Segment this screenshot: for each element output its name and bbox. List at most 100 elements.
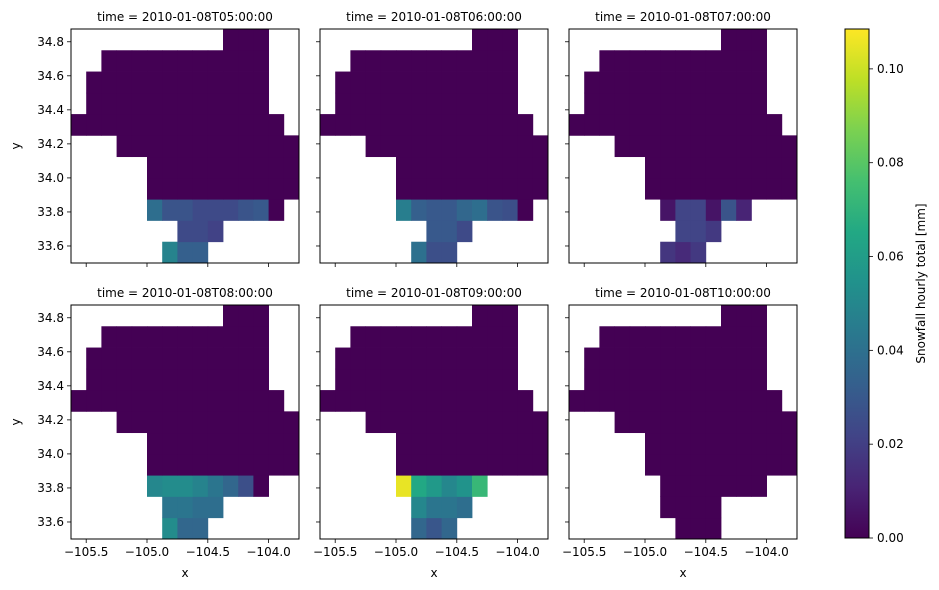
heatmap-cell xyxy=(781,156,798,179)
colorbar-tick-label: 0.00 xyxy=(877,531,904,545)
heatmap-cell xyxy=(751,71,767,94)
heatmap-cell xyxy=(238,135,254,158)
heatmap-cell xyxy=(238,368,254,391)
heatmap-cell xyxy=(268,156,285,179)
heatmap-cell xyxy=(584,347,600,370)
heatmap-cell xyxy=(781,177,798,200)
heatmap-cell xyxy=(177,326,193,348)
heatmap-cell xyxy=(350,368,366,391)
heatmap-cell xyxy=(253,432,269,455)
heatmap-cell xyxy=(350,50,366,72)
heatmap-cell xyxy=(441,156,458,179)
heatmap-cell xyxy=(517,177,534,200)
panel-4: time = 2010-01-08T09:00:00 −105.5 −105.0−… xyxy=(313,286,549,559)
heatmap-cell xyxy=(116,50,133,72)
heatmap-cell xyxy=(131,71,148,94)
heatmap-cell xyxy=(736,177,752,200)
heatmap-cell xyxy=(86,114,102,136)
heatmap-cell xyxy=(736,475,752,497)
heatmap-cell xyxy=(365,326,382,348)
colorbar-gradient xyxy=(844,28,870,539)
heatmap-cell xyxy=(705,92,722,115)
heatmap-cell xyxy=(751,432,767,455)
x-axis-label: x xyxy=(679,566,686,580)
heatmap-cell xyxy=(660,241,676,264)
heatmap-cell xyxy=(116,390,133,412)
heatmap-cell xyxy=(517,156,534,179)
heatmap-cell xyxy=(705,390,722,412)
heatmap-cell xyxy=(690,92,707,115)
heatmap-cell xyxy=(456,156,473,179)
heatmap-cell xyxy=(365,50,382,72)
heatmap-cell xyxy=(675,92,691,115)
heatmap-cell xyxy=(426,347,442,370)
heatmap-cell xyxy=(502,71,518,94)
heatmap-cell xyxy=(456,368,473,391)
heatmap-cell xyxy=(223,29,239,51)
heatmap-cell xyxy=(456,114,473,136)
heatmap-cell xyxy=(223,156,239,179)
x-axis-ticks: −105.5 −105.0 −104.5 −104.0 xyxy=(313,539,540,559)
heatmap-cell xyxy=(426,50,442,72)
heatmap-cell xyxy=(411,92,427,115)
heatmap-cell xyxy=(751,411,767,434)
heatmap-cell xyxy=(116,347,133,370)
heatmap-cell xyxy=(147,453,163,476)
heatmap-cell xyxy=(660,390,676,412)
heatmap-cell xyxy=(441,71,458,94)
panel-title: time = 2010-01-08T05:00:00 xyxy=(97,10,273,24)
heatmap-cell xyxy=(192,71,209,94)
heatmap-cell xyxy=(584,368,600,391)
heatmap-cell xyxy=(380,135,397,158)
heatmap-cell xyxy=(690,177,707,200)
heatmap-cell xyxy=(532,156,549,179)
y-tick-label: 33.8 xyxy=(37,205,64,219)
heatmap-cell xyxy=(502,156,518,179)
heatmap-cell xyxy=(223,368,239,391)
heatmap-cell xyxy=(147,50,163,72)
heatmap-cell xyxy=(675,50,691,72)
heatmap-cell xyxy=(192,177,209,200)
heatmap-cell xyxy=(766,453,783,476)
heatmap-cell xyxy=(736,390,752,412)
heatmap-cell xyxy=(162,517,178,540)
heatmap-cell xyxy=(690,475,707,497)
heatmap-cell xyxy=(736,50,752,72)
heatmap-cell xyxy=(350,114,366,136)
heatmap-cell xyxy=(584,71,600,94)
heatmap-cell xyxy=(736,432,752,455)
heatmap-cell xyxy=(283,432,300,455)
y-tick-label: 34.2 xyxy=(37,137,64,151)
heatmap-cell xyxy=(162,475,178,497)
heatmap-cell xyxy=(472,135,488,158)
panel-frame xyxy=(568,28,798,264)
y-axis-ticks xyxy=(565,317,569,523)
heatmap-cell xyxy=(192,517,209,540)
heatmap-cell xyxy=(751,305,767,327)
heatmap-cell xyxy=(253,114,269,136)
heatmap-cell xyxy=(599,326,615,348)
heatmap-cell xyxy=(380,347,397,370)
heatmap-cell xyxy=(532,135,549,158)
heatmap-cell xyxy=(238,475,254,497)
colorbar: 0.00 0.02 0.04 0.06 0.08 0.10 Snowfall hourly… xyxy=(844,28,928,545)
heatmap-cell xyxy=(86,347,102,370)
heatmap-cell xyxy=(131,411,148,434)
heatmap-cell xyxy=(238,92,254,115)
heatmap-cell xyxy=(472,390,488,412)
heatmap-cell xyxy=(365,92,382,115)
heatmap-cell xyxy=(223,114,239,136)
heatmap-cell xyxy=(268,390,285,412)
y-tick-label: 34.8 xyxy=(37,311,64,325)
heatmap-cell xyxy=(253,368,269,391)
heatmap-cell xyxy=(517,432,534,455)
y-axis-ticks xyxy=(316,317,320,523)
heatmap-cell xyxy=(238,390,254,412)
heatmap-cell xyxy=(736,156,752,179)
heatmap-cell xyxy=(177,92,193,115)
heatmap-cell xyxy=(487,135,503,158)
heatmap-cell xyxy=(223,135,239,158)
heatmap-cell xyxy=(86,71,102,94)
heatmap-cell xyxy=(162,453,178,476)
heatmap-cell xyxy=(411,368,427,391)
